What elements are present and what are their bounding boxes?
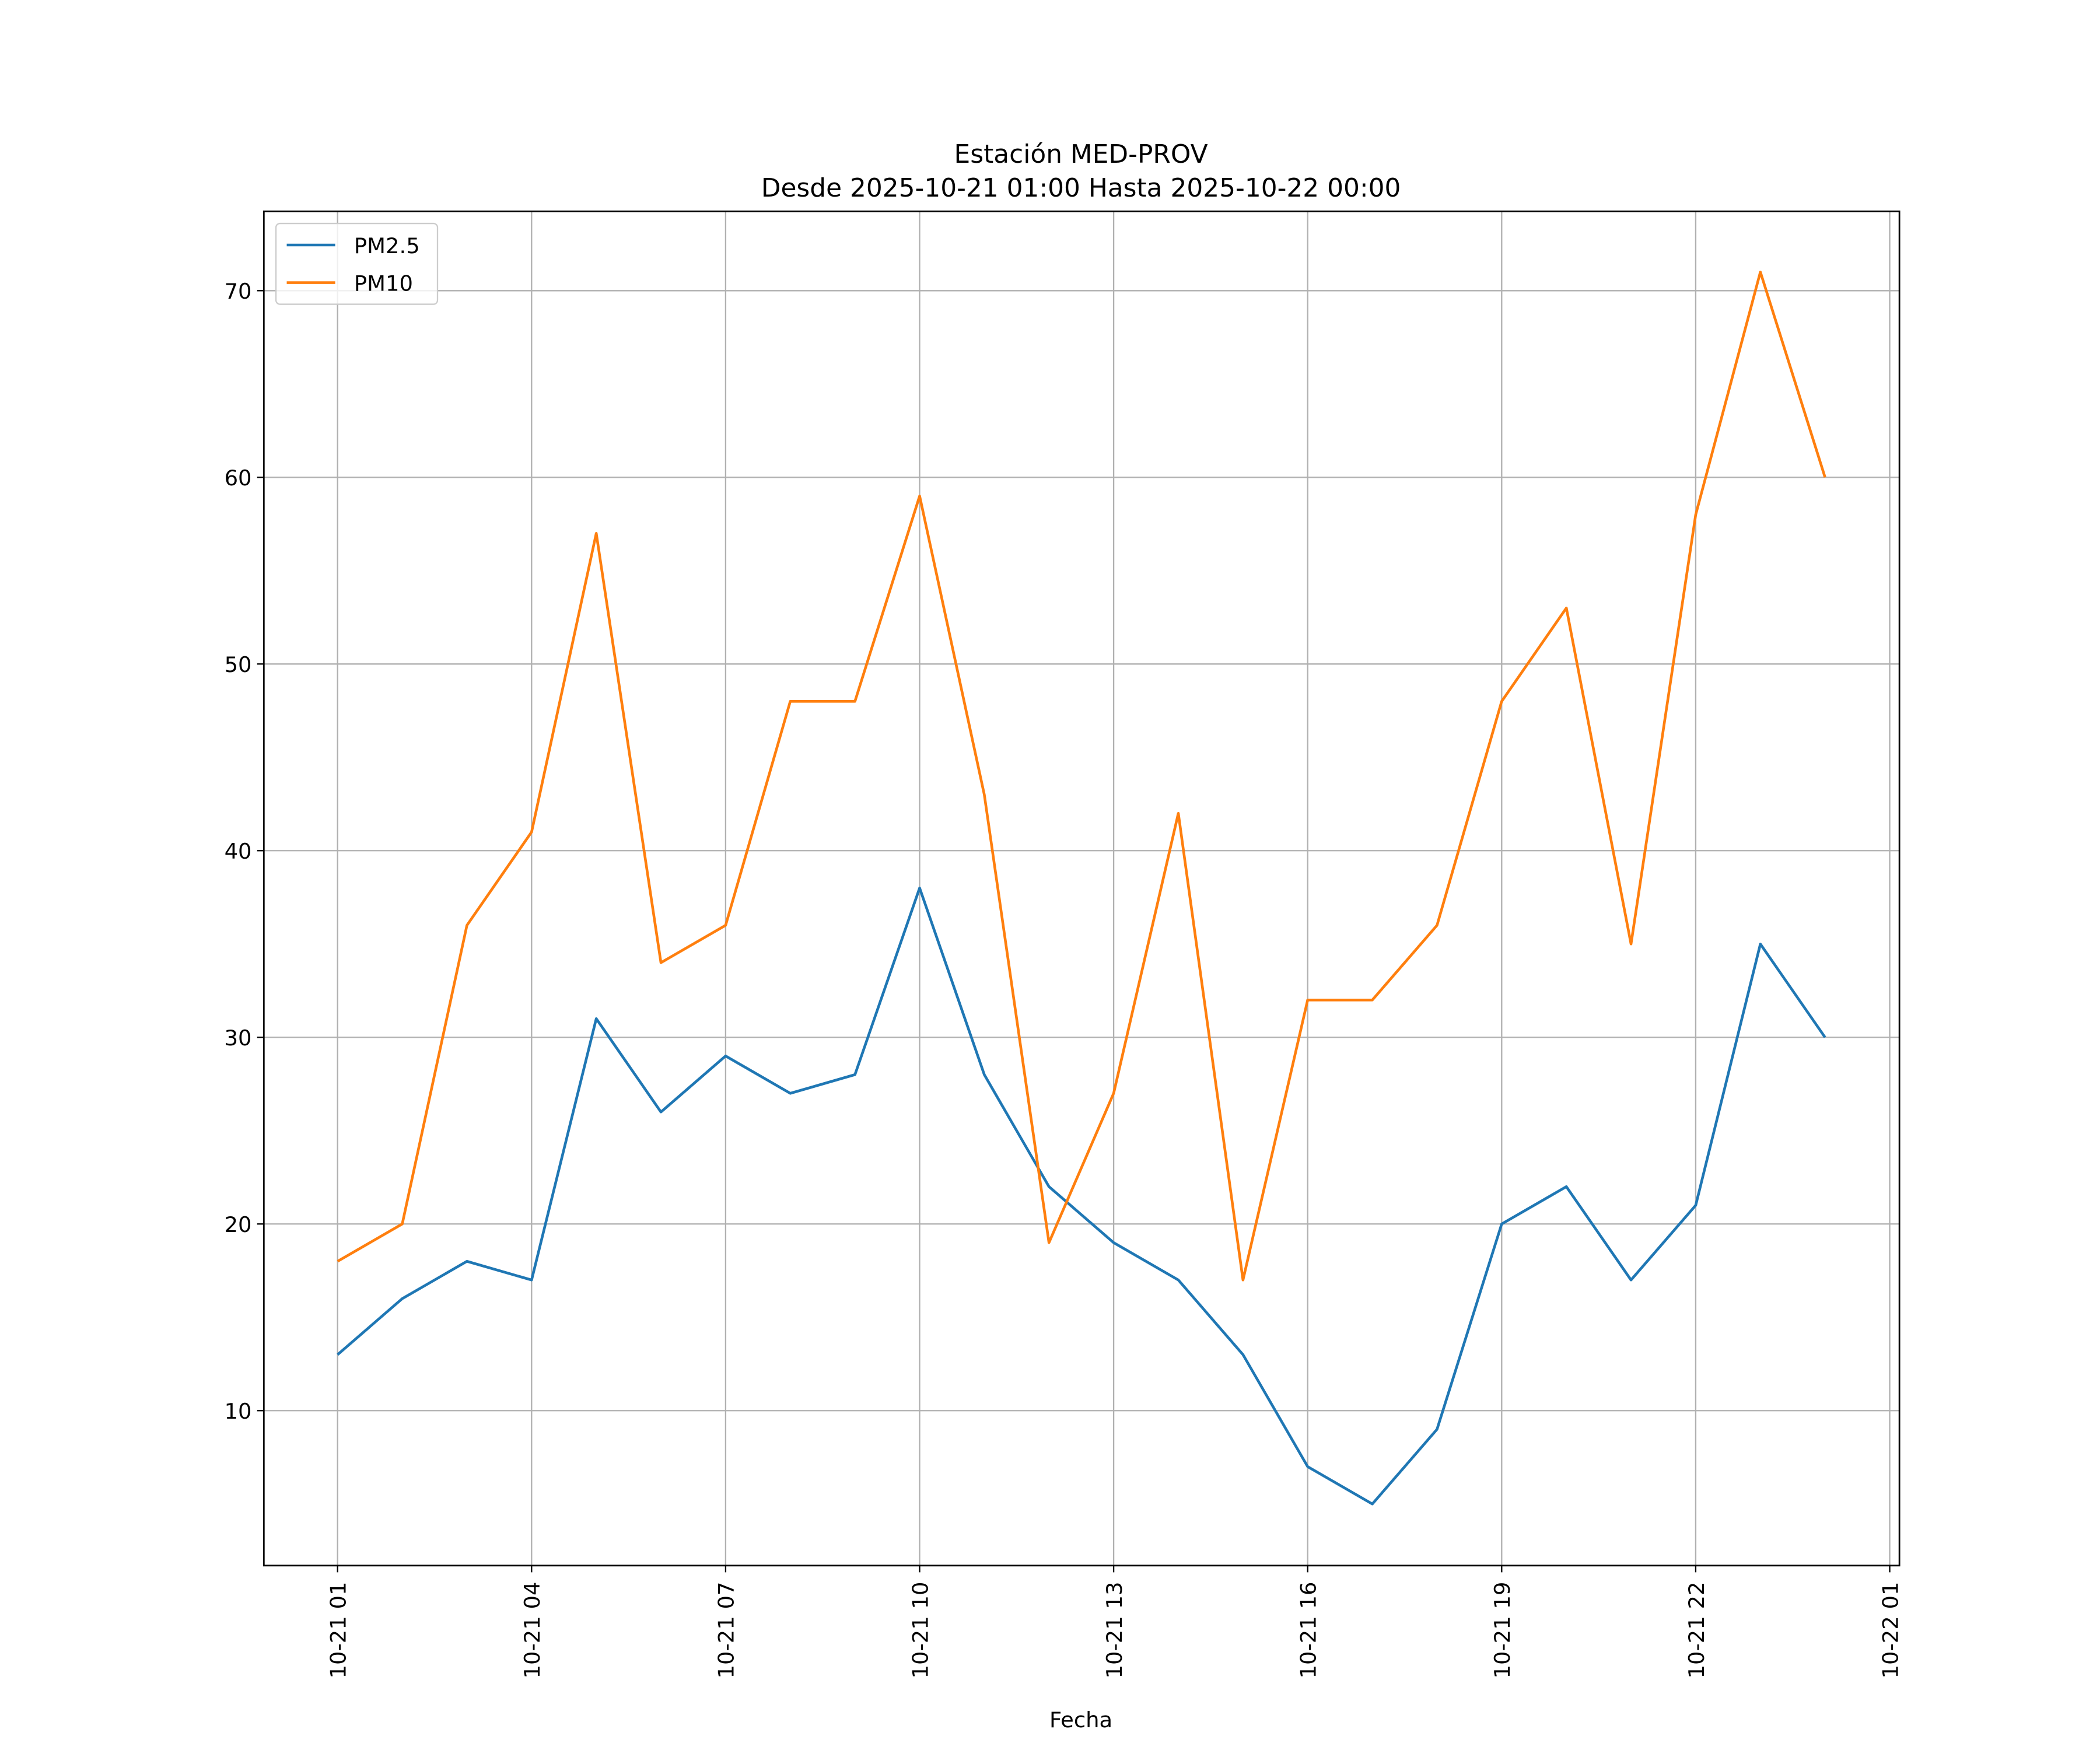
- plot-frame: [262, 210, 1901, 1567]
- y-tick-label: 20: [225, 1212, 252, 1237]
- y-tick-label: 30: [225, 1026, 252, 1051]
- x-tick-label: 10-21 22: [1684, 1582, 1709, 1679]
- grid: [264, 211, 1900, 1566]
- x-axis-ticks: 10-21 01 10-21 04 10-21 07 10-21 10 10-21 13…: [326, 1565, 1903, 1679]
- legend: PM2.5 PM10: [275, 222, 439, 305]
- y-tick-label: 10: [225, 1399, 252, 1424]
- x-tick-label: 10-21 01: [326, 1582, 351, 1679]
- y-tick-label: 50: [225, 652, 252, 677]
- y-tick-label: 60: [225, 466, 252, 491]
- x-tick-label: 10-22 01: [1878, 1582, 1903, 1679]
- y-tick-label: 40: [225, 839, 252, 864]
- x-tick-label: 10-21 13: [1102, 1582, 1127, 1679]
- x-tick-label: 10-21 04: [520, 1582, 545, 1679]
- x-tick-label: 10-21 07: [714, 1582, 739, 1679]
- series-line-pm10: [337, 270, 1826, 1282]
- x-axis-label: Fecha: [1049, 1707, 1112, 1732]
- y-axis-ticks: 10 20 30 40 50 60 70: [225, 279, 264, 1424]
- y-tick-label: 70: [225, 279, 252, 304]
- x-tick-label: 10-21 16: [1296, 1582, 1321, 1679]
- x-tick-label: 10-21 10: [908, 1582, 933, 1679]
- chart-subtitle: Desde 2025-10-21 01:00 Hasta 2025-10-22 …: [761, 173, 1401, 203]
- chart-title: Estación MED-PROV: [954, 139, 1208, 169]
- x-tick-label: 10-21 19: [1490, 1582, 1515, 1679]
- series-line-pm25: [337, 886, 1826, 1506]
- legend-label-pm25: PM2.5: [354, 233, 420, 258]
- legend-label-pm10: PM10: [354, 271, 413, 296]
- series-lines: [337, 270, 1826, 1506]
